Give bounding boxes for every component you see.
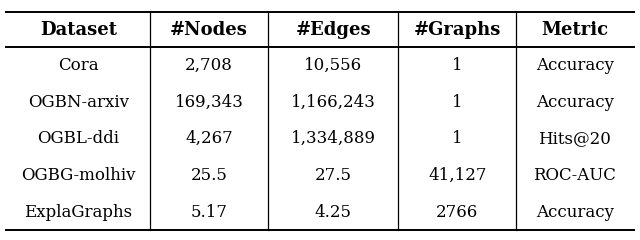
Text: Hits@20: Hits@20 xyxy=(538,130,611,147)
Text: #Nodes: #Nodes xyxy=(170,21,248,39)
Text: Metric: Metric xyxy=(541,21,609,39)
Text: 1,334,889: 1,334,889 xyxy=(291,130,376,147)
Text: #Graphs: #Graphs xyxy=(413,21,501,39)
Text: 1,166,243: 1,166,243 xyxy=(291,94,376,111)
Text: ExplaGraphs: ExplaGraphs xyxy=(24,204,132,221)
Text: Accuracy: Accuracy xyxy=(536,94,614,111)
Text: #Edges: #Edges xyxy=(295,21,371,39)
Text: 10,556: 10,556 xyxy=(304,57,362,74)
Text: Accuracy: Accuracy xyxy=(536,57,614,74)
Text: 4.25: 4.25 xyxy=(315,204,351,221)
Text: 2,708: 2,708 xyxy=(185,57,233,74)
Text: OGBN-arxiv: OGBN-arxiv xyxy=(28,94,129,111)
Text: OGBL-ddi: OGBL-ddi xyxy=(37,130,119,147)
Text: 41,127: 41,127 xyxy=(428,167,486,184)
Text: 169,343: 169,343 xyxy=(175,94,243,111)
Text: Accuracy: Accuracy xyxy=(536,204,614,221)
Text: ROC-AUC: ROC-AUC xyxy=(533,167,616,184)
Text: 2766: 2766 xyxy=(436,204,478,221)
Text: 5.17: 5.17 xyxy=(191,204,227,221)
Text: 25.5: 25.5 xyxy=(191,167,227,184)
Text: OGBG-molhiv: OGBG-molhiv xyxy=(21,167,136,184)
Text: 4,267: 4,267 xyxy=(185,130,233,147)
Text: Dataset: Dataset xyxy=(40,21,116,39)
Text: 1: 1 xyxy=(452,57,463,74)
Text: 27.5: 27.5 xyxy=(315,167,351,184)
Text: 1: 1 xyxy=(452,130,463,147)
Text: 1: 1 xyxy=(452,94,463,111)
Text: Cora: Cora xyxy=(58,57,99,74)
